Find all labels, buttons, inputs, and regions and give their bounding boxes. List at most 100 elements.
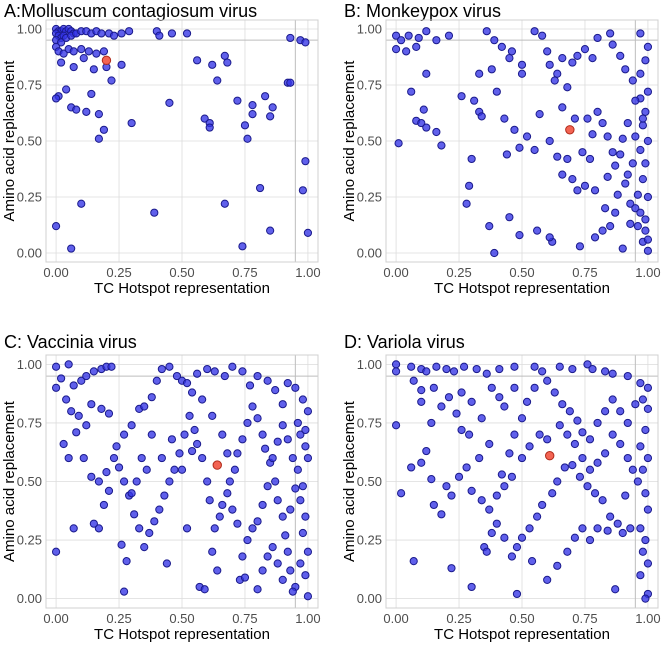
scatter-point <box>500 482 509 491</box>
scatter-point <box>583 360 592 369</box>
scatter-point <box>283 435 292 444</box>
scatter-point <box>447 491 456 500</box>
y-tick-label: 0.50 <box>357 474 382 489</box>
scatter-point <box>69 524 78 533</box>
scatter-point <box>84 47 93 56</box>
scatter-point <box>233 449 242 458</box>
x-tick-label: 0.75 <box>232 611 257 626</box>
scatter-point <box>580 181 590 190</box>
scatter-point <box>278 400 287 409</box>
scatter-point <box>623 170 632 179</box>
highlight-point <box>212 460 222 470</box>
panel-border <box>385 354 659 609</box>
scatter-point <box>293 465 302 474</box>
scatter-point <box>72 105 81 114</box>
scatter-point <box>593 458 602 467</box>
scatter-point <box>51 222 61 231</box>
scatter-point <box>213 566 222 575</box>
scatter-point <box>99 47 109 56</box>
scatter-point <box>89 519 98 528</box>
scatter-point <box>414 33 423 43</box>
chart-panel-3: D: Variola virus 0.00 0.25 0.50 0.75 1.00 0.00… <box>341 332 661 643</box>
scatter-point <box>543 47 552 56</box>
scatter-point <box>606 29 615 38</box>
scatter-point <box>301 442 310 451</box>
scatter-point <box>578 148 587 157</box>
scatter-point <box>157 453 166 463</box>
scatter-point <box>67 407 76 416</box>
scatter-point <box>467 582 476 592</box>
scatter-point <box>298 482 307 491</box>
scatter-point <box>170 465 179 474</box>
panel-border <box>385 19 659 263</box>
scatter-point <box>643 87 653 96</box>
scatter-point <box>89 65 98 74</box>
scatter-point <box>102 468 111 477</box>
y-tick-label: 0.00 <box>357 246 382 261</box>
scatter-point <box>213 76 222 85</box>
scatter-point <box>626 524 635 533</box>
y-tick-label: 1.00 <box>357 357 382 372</box>
scatter-point <box>603 132 612 141</box>
scatter-point <box>198 453 207 463</box>
scatter-point <box>271 477 280 486</box>
scatter-point <box>104 486 114 495</box>
y-tick-label: 0.50 <box>17 134 42 149</box>
scatter-point <box>543 435 552 444</box>
y-tick-label: 1.00 <box>17 357 42 372</box>
scatter-point <box>585 535 595 545</box>
scatter-point <box>550 388 559 397</box>
scatter-point <box>427 418 436 428</box>
scatter-point <box>109 453 119 463</box>
scatter-point <box>193 369 202 378</box>
scatter-point <box>533 226 542 235</box>
scatter-point <box>185 411 194 421</box>
scatter-point <box>507 552 517 561</box>
scatter-point <box>578 453 587 463</box>
scatter-point <box>286 78 295 87</box>
scatter-point <box>530 27 539 36</box>
scatter-point <box>636 208 645 217</box>
scatter-point <box>407 463 416 472</box>
scatter-point <box>422 446 431 456</box>
scatter-point <box>593 33 602 43</box>
scatter-point <box>510 430 519 439</box>
panel-title: C: Vaccinia virus <box>4 332 137 352</box>
scatter-point <box>643 136 653 146</box>
scatter-point <box>203 477 212 486</box>
scatter-point <box>598 226 607 235</box>
scatter-point <box>457 92 466 101</box>
scatter-point <box>117 60 126 69</box>
scatter-point <box>417 386 426 395</box>
scatter-point <box>462 463 471 472</box>
scatter-point <box>530 383 539 392</box>
scatter-point <box>588 364 597 374</box>
scatter-point <box>429 383 438 392</box>
scatter-point <box>291 484 300 493</box>
scatter-point <box>165 362 174 371</box>
scatter-point <box>538 500 547 510</box>
scatter-point <box>271 386 280 395</box>
scatter-point <box>208 547 217 556</box>
scatter-point <box>442 364 451 374</box>
scatter-point <box>261 92 270 101</box>
scatter-point <box>555 421 564 430</box>
scatter-point <box>638 114 647 123</box>
scatter-point <box>182 29 192 38</box>
scatter-point <box>223 58 232 67</box>
scatter-point <box>57 374 66 383</box>
scatter-point <box>454 472 464 481</box>
scatter-point <box>633 222 642 231</box>
panel-title: B: Monkeypox virus <box>344 1 501 21</box>
scatter-point <box>112 442 121 451</box>
y-tick-label: 0.50 <box>17 474 42 489</box>
scatter-point <box>492 87 501 96</box>
scatter-point <box>193 439 202 449</box>
scatter-point <box>553 152 562 161</box>
scatter-point <box>616 51 625 60</box>
x-tick-label: 0.25 <box>106 265 131 280</box>
scatter-point <box>268 453 277 463</box>
scatter-point <box>570 439 579 449</box>
scatter-point <box>245 381 255 390</box>
scatter-point <box>286 505 295 514</box>
